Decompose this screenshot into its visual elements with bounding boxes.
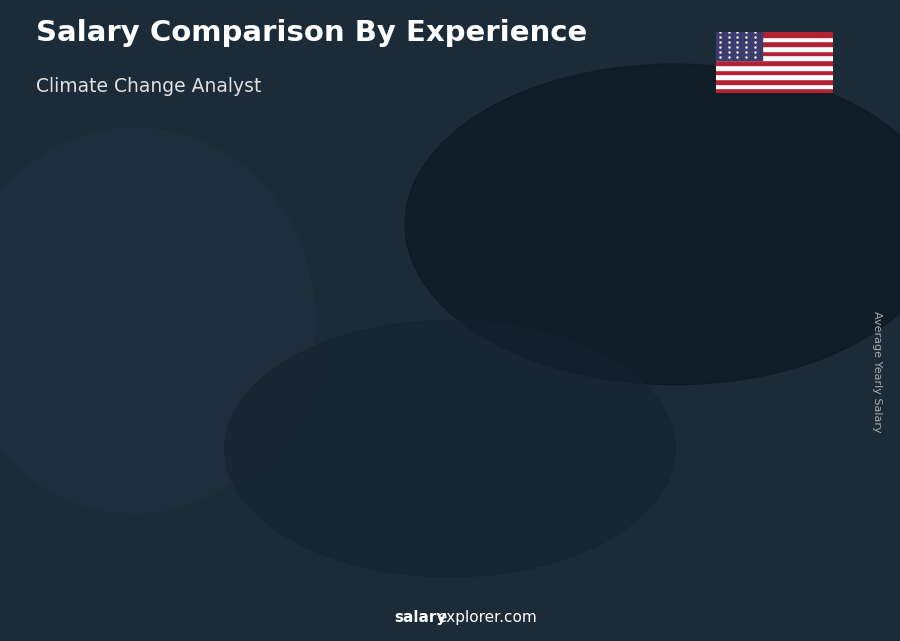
Bar bbox=[716, 83, 832, 88]
Bar bbox=[209, 405, 278, 564]
Ellipse shape bbox=[405, 64, 900, 385]
Bar bbox=[460, 300, 467, 564]
Bar bbox=[712, 258, 718, 564]
Bar bbox=[716, 69, 832, 74]
Text: +10%: +10% bbox=[529, 214, 592, 233]
Text: Salary Comparison By Experience: Salary Comparison By Experience bbox=[36, 19, 587, 47]
Bar bbox=[83, 435, 90, 564]
Text: 73,100 USD: 73,100 USD bbox=[72, 415, 151, 428]
Bar bbox=[648, 276, 655, 564]
Text: +6%: +6% bbox=[662, 191, 711, 210]
Bar bbox=[716, 51, 832, 56]
Bar bbox=[335, 339, 404, 564]
Text: salary: salary bbox=[394, 610, 446, 625]
Bar bbox=[209, 405, 216, 564]
Bar bbox=[716, 32, 832, 37]
Bar bbox=[716, 79, 832, 83]
Text: 127,000 USD: 127,000 USD bbox=[332, 347, 419, 360]
Bar bbox=[716, 65, 832, 69]
Text: 173,000 USD: 173,000 USD bbox=[709, 266, 796, 279]
Text: Climate Change Analyst: Climate Change Analyst bbox=[36, 77, 261, 96]
Ellipse shape bbox=[225, 320, 675, 577]
Text: 149,000 USD: 149,000 USD bbox=[458, 308, 544, 322]
Bar bbox=[523, 300, 529, 564]
Bar bbox=[271, 405, 278, 564]
Bar bbox=[716, 74, 832, 79]
Bar bbox=[716, 88, 832, 93]
Bar bbox=[712, 258, 781, 564]
Bar bbox=[460, 300, 529, 564]
Text: explorer.com: explorer.com bbox=[437, 610, 537, 625]
Text: +42%: +42% bbox=[278, 288, 341, 308]
Bar bbox=[716, 56, 832, 60]
Bar bbox=[716, 37, 832, 42]
Bar bbox=[83, 435, 152, 564]
Text: +23%: +23% bbox=[152, 360, 215, 379]
Bar bbox=[146, 435, 152, 564]
Text: +17%: +17% bbox=[403, 244, 467, 263]
Bar bbox=[335, 339, 341, 564]
Bar bbox=[716, 46, 832, 51]
Bar bbox=[774, 258, 781, 564]
Text: Average Yearly Salary: Average Yearly Salary bbox=[872, 311, 883, 433]
Bar bbox=[716, 32, 762, 60]
Ellipse shape bbox=[0, 128, 315, 513]
Text: 163,000 USD: 163,000 USD bbox=[583, 284, 670, 297]
Text: 89,800 USD: 89,800 USD bbox=[211, 413, 289, 426]
Bar bbox=[586, 276, 655, 564]
Bar bbox=[586, 276, 593, 564]
Bar bbox=[397, 339, 404, 564]
Bar bbox=[716, 42, 832, 46]
Bar bbox=[716, 60, 832, 65]
